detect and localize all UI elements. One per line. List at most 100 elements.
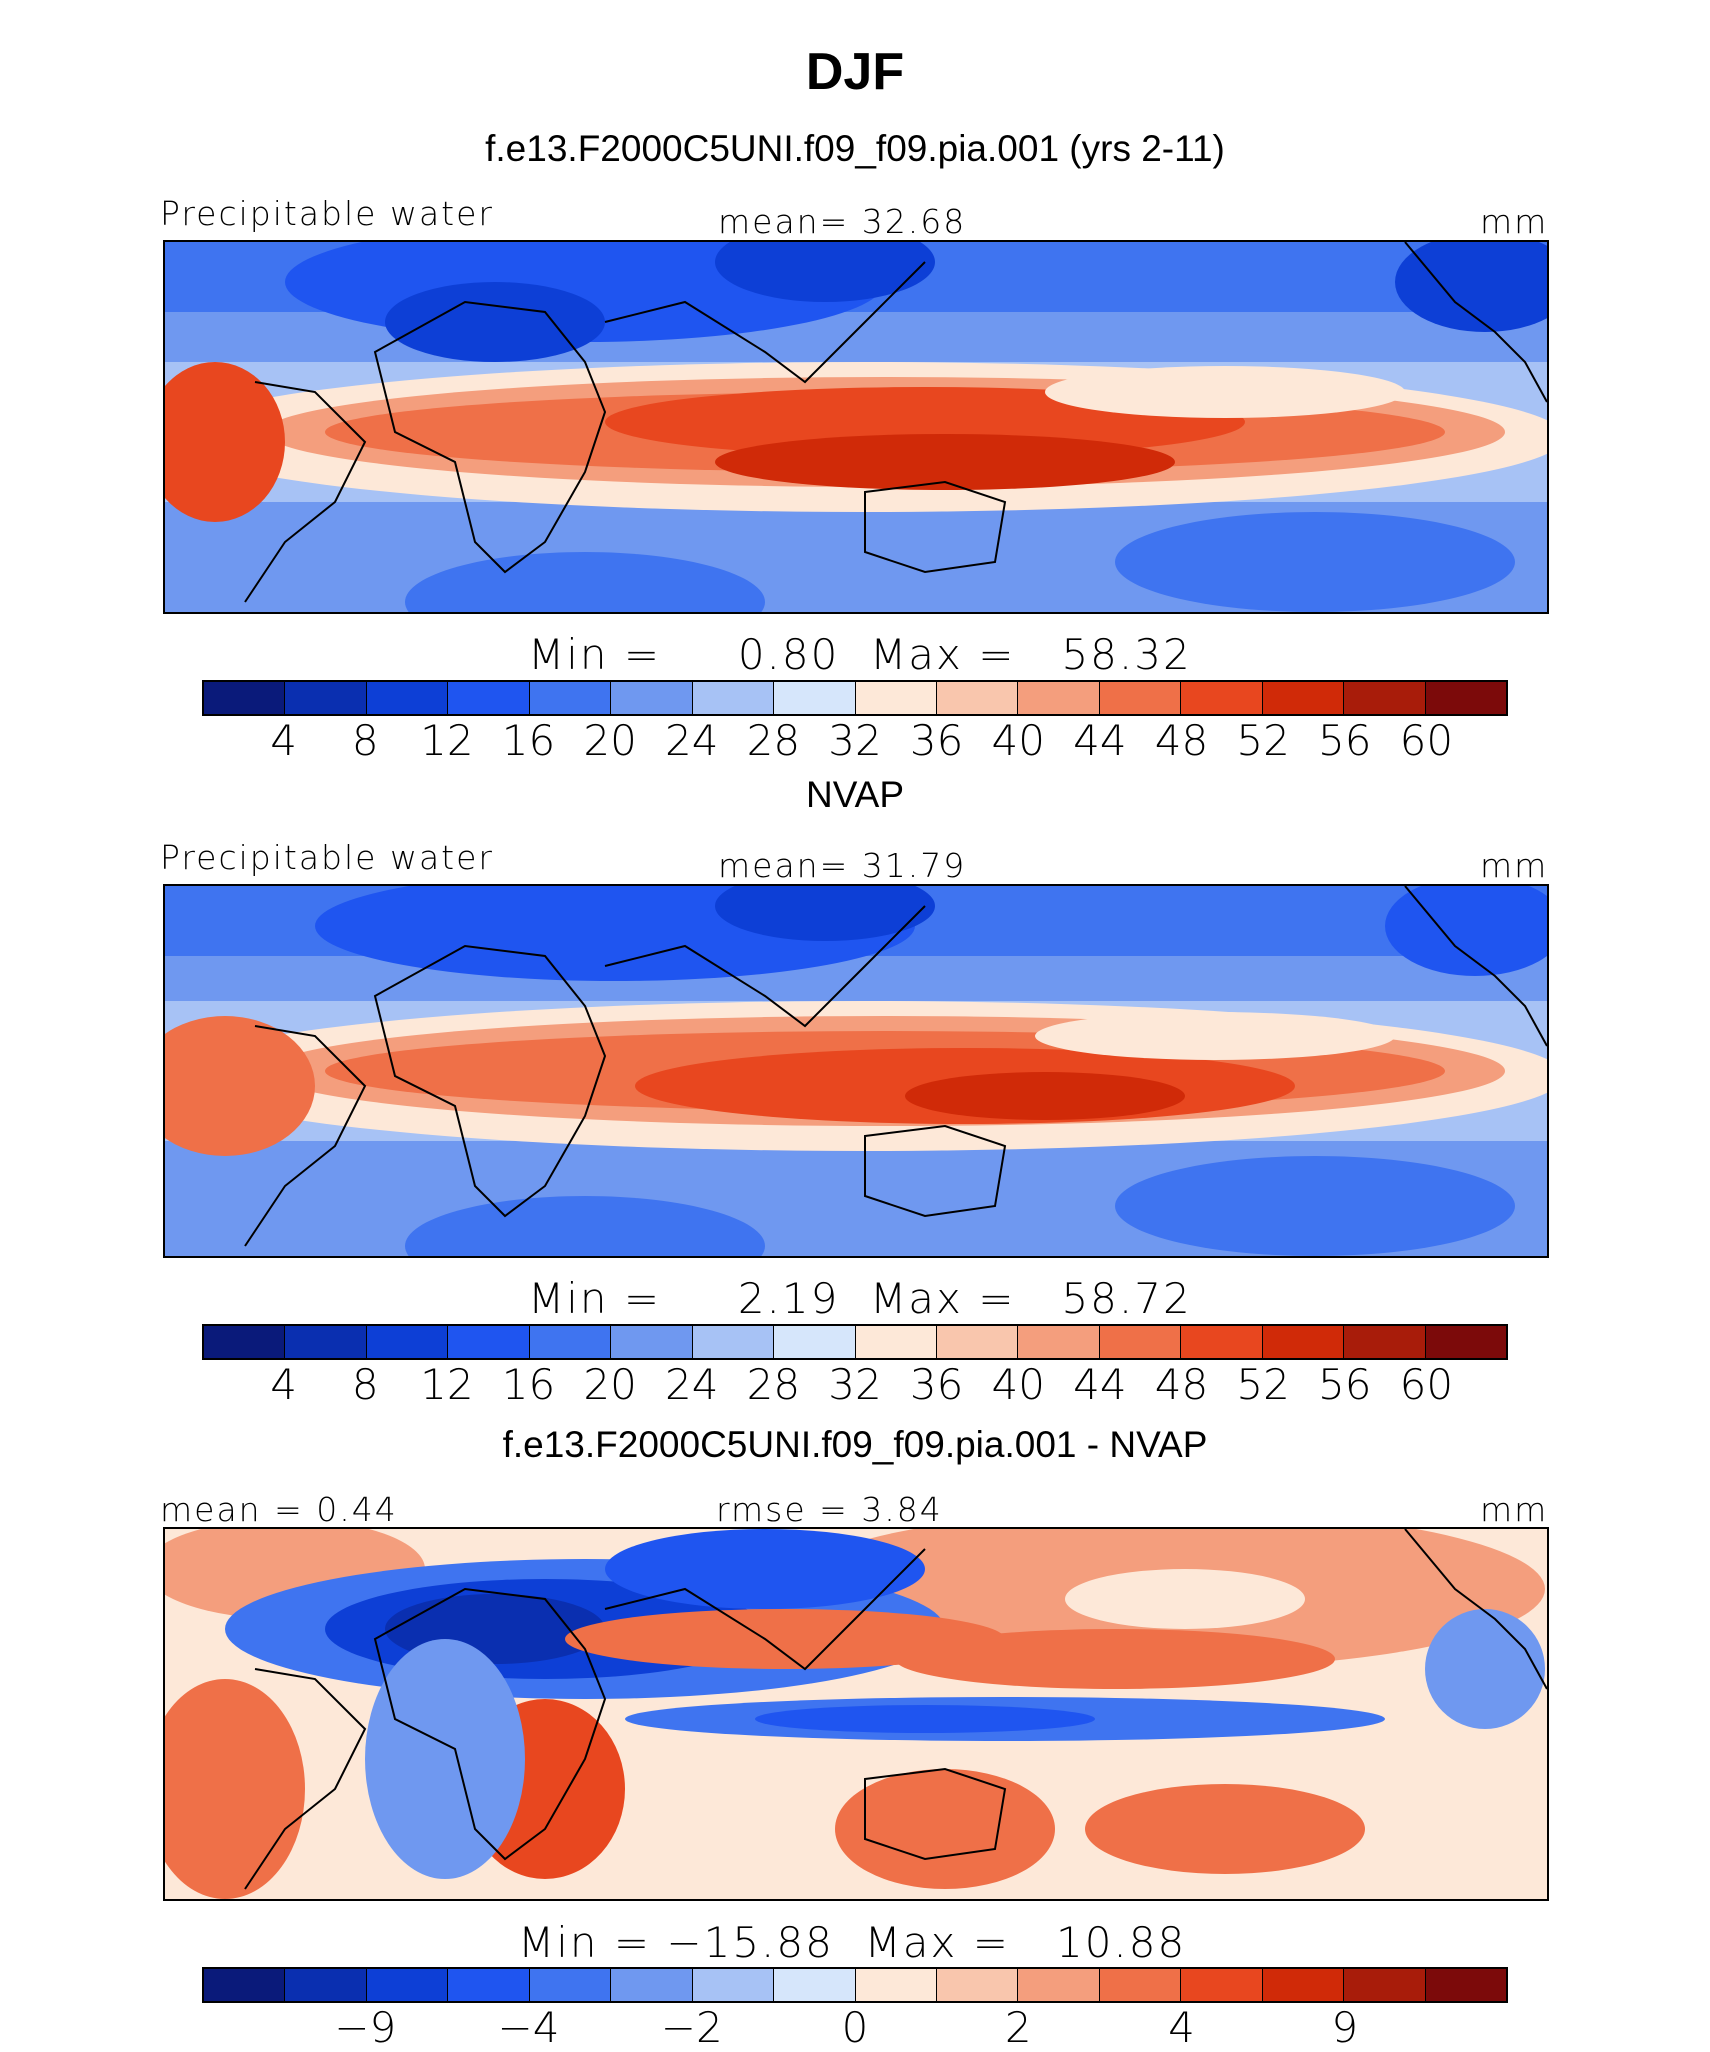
units-label: mm [1480,846,1549,885]
colorbar-bin [611,682,693,714]
colorbar-bin [366,682,449,714]
colorbar-bin [855,1326,937,1358]
continent-outline [864,480,1007,574]
colorbar-tick: 56 [1318,1360,1372,1409]
field-band [1035,1012,1395,1060]
field-high [715,434,1175,490]
continent-outline [604,1548,926,1671]
field-high [895,1629,1335,1689]
colorbar-bin [774,682,856,714]
field-high [565,1609,1005,1669]
continent-outline [244,1025,367,1247]
field-high [1085,1784,1365,1874]
colorbar-tick: 44 [1073,716,1127,765]
field-low [1115,1156,1515,1256]
colorbar-tick: 4 [270,1360,297,1409]
colorbar-tick: 32 [828,1360,882,1409]
colorbar-bin [448,1326,530,1358]
rmse-label: rmse = 3.84 [716,1490,943,1529]
colorbar-bin [204,1326,286,1358]
colorbar-tick: 60 [1399,716,1454,765]
colorbar-bin [1425,1969,1506,2001]
variable-label: Precipitable water [160,194,494,233]
heatmap-field [165,886,1547,1256]
mean-label: mean= 32.68 [718,202,967,241]
field-low [1395,242,1547,332]
colorbar-bin [1262,1326,1345,1358]
colorbar-bin [1344,1326,1426,1358]
colorbar-tick: 8 [351,716,379,765]
field-low [385,282,605,362]
colorbar-bin [692,1326,775,1358]
colorbar-bin [1425,682,1506,714]
colorbar-tick: 60 [1399,1360,1454,1409]
colorbar-tick: 12 [420,716,474,765]
colorbar-tick: 24 [665,716,719,765]
colorbar-tick: 40 [991,1360,1045,1409]
field-high [165,1679,305,1899]
colorbar-tick: 12 [420,1360,474,1409]
continent-outline [864,1124,1007,1218]
figure-title: DJF [805,43,905,101]
colorbar-tick: 24 [665,1360,719,1409]
minmax-label: Min = −15.88 Max = 10.88 [518,1918,1187,1967]
field-high [165,1016,315,1156]
colorbar-bin [1262,682,1345,714]
colorbar-tick: 8 [351,1360,379,1409]
colorbar-ticks: 4 8 12 16 20 24 28 32 36 40 44 48 52 56 … [202,1360,1508,1410]
colorbar-bin [1018,1326,1100,1358]
continent-outline [373,300,607,574]
colorbar-bin [529,682,612,714]
map-plot [163,240,1549,614]
colorbar-bin [611,1326,693,1358]
colorbar-bin [1425,1326,1506,1358]
colorbar-tick: 40 [991,716,1045,765]
colorbar-ticks: −9 −4 −2 0 2 4 9 [202,2003,1508,2052]
colorbar-tick: 52 [1236,1360,1290,1409]
colorbar-tick: −2 [660,2003,723,2052]
colorbar-tick: 20 [583,716,637,765]
units-label: mm [1480,1490,1549,1529]
colorbar-tick: 48 [1154,716,1209,765]
colorbar-bin [1099,1326,1182,1358]
continent-outline [864,1767,1007,1861]
minmax-label: Min = 2.19 Max = 58.72 [528,1274,1192,1323]
variable-label: Precipitable water [160,838,494,877]
continent-outline [373,1587,607,1861]
colorbar-bin [448,1969,530,2001]
continent-outline [1404,886,1547,1047]
colorbar-bin [855,1969,937,2001]
colorbar-bin [204,682,286,714]
colorbar-bin [936,682,1019,714]
field-low [365,1639,525,1879]
colorbar-tick: 4 [1168,2003,1195,2052]
mean-label: mean = 0.44 [160,1490,398,1529]
colorbar-tick: 36 [909,716,964,765]
mean-label: mean= 31.79 [718,846,967,885]
colorbar-tick: 36 [909,1360,964,1409]
colorbar-bin [1181,1969,1263,2001]
colorbar-tick: 16 [501,1360,556,1409]
colorbar-bin [1099,1969,1182,2001]
continent-outline [244,381,367,603]
colorbar-tick: 28 [746,1360,801,1409]
colorbar-tick: −9 [334,2003,397,2052]
colorbar-tick: −4 [497,2003,560,2052]
colorbar-bin [1262,1969,1345,2001]
colorbar-bin [774,1969,856,2001]
colorbar-bin [285,1326,367,1358]
colorbar-tick: 28 [746,716,801,765]
colorbar-bin [366,1969,449,2001]
colorbar-bin [1018,682,1100,714]
field-high [905,1072,1185,1120]
colorbar-bin [692,682,775,714]
colorbar-bin [1344,682,1426,714]
field-low [1425,1609,1545,1729]
colorbar-bin [774,1326,856,1358]
panel-title: f.e13.F2000C5UNI.f09_f09.pia.001 (yrs 2-… [485,128,1225,169]
colorbar-tick: 32 [828,716,882,765]
panel-title: NVAP [805,774,904,815]
colorbar-bin [611,1969,693,2001]
field-low [405,1196,765,1256]
field-low [715,886,935,941]
